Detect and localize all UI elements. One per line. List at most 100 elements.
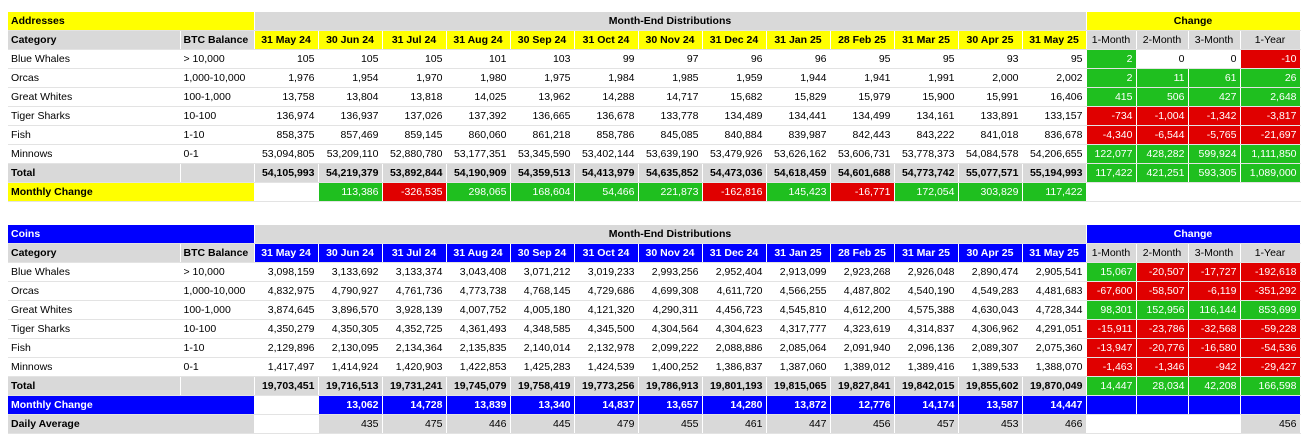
balance-range: 1-10	[180, 338, 255, 358]
monthly-change-value: 117,422	[1022, 182, 1087, 202]
change-cell: -1,346	[1136, 357, 1189, 377]
daily-average-value: 435	[318, 414, 383, 434]
value-cell: 2,088,886	[702, 338, 767, 358]
value-cell: 2,002	[1022, 68, 1087, 88]
value-cell: 1,422,853	[446, 357, 511, 377]
group-header-change: Change	[1086, 225, 1301, 244]
blank-cell	[1188, 395, 1241, 415]
total-value: 19,786,913	[638, 376, 703, 396]
value-cell: 3,896,570	[318, 300, 383, 320]
month-header: 31 Jul 24	[382, 243, 447, 263]
monthly-change-value: -16,771	[830, 182, 895, 202]
value-cell: 4,121,320	[574, 300, 639, 320]
value-cell: 15,900	[894, 87, 959, 107]
category-label: Orcas	[8, 281, 181, 301]
change-period-header: 2-Month	[1136, 30, 1189, 50]
change-cell: 599,924	[1188, 144, 1241, 164]
change-cell: -32,568	[1188, 319, 1241, 339]
daily-average-value: 456	[830, 414, 895, 434]
balance-range: 100-1,000	[180, 87, 255, 107]
group-header-change: Change	[1086, 12, 1301, 31]
blank-cell	[180, 376, 255, 396]
monthly-change-value	[254, 395, 319, 415]
month-header: 31 Jul 24	[382, 30, 447, 50]
month-header: 31 Dec 24	[702, 30, 767, 50]
total-value: 19,870,049	[1022, 376, 1087, 396]
value-cell: 3,098,159	[254, 262, 319, 282]
blank-cell	[1136, 395, 1189, 415]
balance-header: BTC Balance	[180, 30, 255, 50]
table-row: Minnows 0-1 53,094,805 53,209,110 52,880,780…	[8, 144, 1301, 164]
value-cell: 1,388,070	[1022, 357, 1087, 377]
month-header: 31 Mar 25	[894, 243, 959, 263]
change-period-header: 1-Year	[1240, 243, 1301, 263]
category-label: Orcas	[8, 68, 181, 88]
header-row-2: Category BTC Balance 31 May 24 30 Jun 24 31 …	[8, 243, 1301, 263]
value-cell: 101	[446, 49, 511, 69]
month-header: 31 May 24	[254, 243, 319, 263]
value-cell: 4,790,927	[318, 281, 383, 301]
daily-average-value: 466	[1022, 414, 1087, 434]
header-row-1: Addresses Month-End Distributions Change	[8, 12, 1301, 31]
table-row: Blue Whales > 10,000 105 105 105 101 103 99 97 96…	[8, 49, 1301, 69]
value-cell: 2,993,256	[638, 262, 703, 282]
month-header: 30 Sep 24	[510, 30, 575, 50]
value-cell: 3,043,408	[446, 262, 511, 282]
value-cell: 4,007,752	[446, 300, 511, 320]
total-change: 117,422	[1086, 163, 1137, 183]
value-cell: 13,962	[510, 87, 575, 107]
value-cell: 840,884	[702, 125, 767, 145]
change-cell: 1,111,850	[1240, 144, 1301, 164]
change-cell: 427	[1188, 87, 1241, 107]
daily-average-value: 479	[574, 414, 639, 434]
blank-cell	[1086, 395, 1137, 415]
value-cell: 2,099,222	[638, 338, 703, 358]
value-cell: 105	[254, 49, 319, 69]
value-cell: 96	[702, 49, 767, 69]
value-cell: 52,880,780	[382, 144, 447, 164]
month-header: 30 Sep 24	[510, 243, 575, 263]
value-cell: 858,786	[574, 125, 639, 145]
header-row-2: Category BTC Balance 31 May 24 30 Jun 24 31 …	[8, 30, 1301, 50]
value-cell: 133,157	[1022, 106, 1087, 126]
coins-table: Coins Month-End Distributions Change Catego…	[8, 225, 1301, 434]
table-title: Coins	[8, 225, 255, 244]
monthly-change-value: 14,280	[702, 395, 767, 415]
daily-average-value: 475	[382, 414, 447, 434]
change-cell: 122,077	[1086, 144, 1137, 164]
total-value: 55,194,993	[1022, 163, 1087, 183]
change-cell: -15,911	[1086, 319, 1137, 339]
value-cell: 4,350,305	[318, 319, 383, 339]
total-change: 28,034	[1136, 376, 1189, 396]
table-row: Orcas 1,000-10,000 1,976 1,954 1,970 1,980 1,9…	[8, 68, 1301, 88]
change-cell: -1,004	[1136, 106, 1189, 126]
value-cell: 53,639,190	[638, 144, 703, 164]
value-cell: 1,975	[510, 68, 575, 88]
change-cell: 415	[1086, 87, 1137, 107]
category-label: Tiger Sharks	[8, 319, 181, 339]
value-cell: 137,392	[446, 106, 511, 126]
monthly-change-value: 13,872	[766, 395, 831, 415]
blank-cell	[1188, 182, 1241, 202]
monthly-change-label: Monthly Change	[8, 395, 255, 415]
daily-average-value: 446	[446, 414, 511, 434]
monthly-change-value: 54,466	[574, 182, 639, 202]
table-title: Addresses	[8, 12, 255, 31]
value-cell: 3,874,645	[254, 300, 319, 320]
change-period-header: 1-Month	[1086, 243, 1137, 263]
value-cell: 2,085,064	[766, 338, 831, 358]
value-cell: 14,025	[446, 87, 511, 107]
monthly-change-value: -162,816	[702, 182, 767, 202]
total-value: 19,842,015	[894, 376, 959, 396]
value-cell: 2,132,978	[574, 338, 639, 358]
month-header: 31 Aug 24	[446, 243, 511, 263]
category-label: Blue Whales	[8, 49, 181, 69]
value-cell: 15,991	[958, 87, 1023, 107]
value-cell: 4,630,043	[958, 300, 1023, 320]
total-value: 54,413,979	[574, 163, 639, 183]
total-value: 19,827,841	[830, 376, 895, 396]
value-cell: 1,944	[766, 68, 831, 88]
category-header: Category	[8, 243, 181, 263]
value-cell: 4,350,279	[254, 319, 319, 339]
change-cell: -3,817	[1240, 106, 1301, 126]
